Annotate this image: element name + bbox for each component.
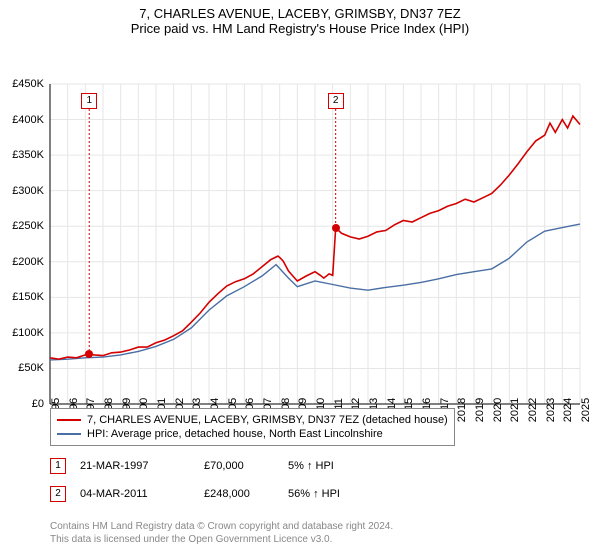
chart-container: 7, CHARLES AVENUE, LACEBY, GRIMSBY, DN37… <box>0 0 600 560</box>
y-tick-label: £300K <box>12 185 44 197</box>
data-point-price: £248,000 <box>204 488 274 500</box>
x-tick-label: 2020 <box>492 398 504 422</box>
y-tick-label: £100K <box>12 327 44 339</box>
data-point-index: 2 <box>50 486 66 502</box>
annotation-marker <box>85 350 93 358</box>
attribution-line-1: Contains HM Land Registry data © Crown c… <box>50 520 393 533</box>
annotation-marker <box>332 224 340 232</box>
data-point-pct: 56% ↑ HPI <box>288 488 368 500</box>
data-point-row: 1 21-MAR-1997 £70,000 5% ↑ HPI <box>50 452 368 480</box>
y-tick-label: £150K <box>12 291 44 303</box>
y-tick-label: £0 <box>32 398 44 410</box>
x-tick-label: 2022 <box>527 398 539 422</box>
legend-swatch <box>57 419 81 421</box>
x-tick-label: 2021 <box>509 398 521 422</box>
legend-swatch <box>57 433 81 435</box>
y-tick-label: £400K <box>12 114 44 126</box>
x-tick-label: 2019 <box>474 398 486 422</box>
chart-titles: 7, CHARLES AVENUE, LACEBY, GRIMSBY, DN37… <box>0 0 600 36</box>
plot-wrap: £0 £50K £100K £150K £200K £250K £300K £350K £400… <box>0 36 600 408</box>
annotation-label: 1 <box>81 93 97 109</box>
x-tick-label: 2018 <box>456 398 468 422</box>
x-tick-label: 2023 <box>545 398 557 422</box>
title-sub: Price paid vs. HM Land Registry's House … <box>0 21 600 36</box>
attribution-text: Contains HM Land Registry data © Crown c… <box>50 520 393 546</box>
data-point-date: 21-MAR-1997 <box>80 460 190 472</box>
y-tick-label: £450K <box>12 78 44 90</box>
data-point-price: £70,000 <box>204 460 274 472</box>
y-tick-label: £350K <box>12 149 44 161</box>
x-tick-label: 2025 <box>580 398 592 422</box>
y-tick-label: £250K <box>12 220 44 232</box>
data-point-row: 2 04-MAR-2011 £248,000 56% ↑ HPI <box>50 480 368 508</box>
annotation-label: 2 <box>328 93 344 109</box>
data-point-date: 04-MAR-2011 <box>80 488 190 500</box>
attribution-line-2: This data is licensed under the Open Gov… <box>50 533 393 546</box>
data-point-index: 1 <box>50 458 66 474</box>
x-tick-label: 2024 <box>562 398 574 422</box>
legend-label: 7, CHARLES AVENUE, LACEBY, GRIMSBY, DN37… <box>87 414 448 426</box>
title-main: 7, CHARLES AVENUE, LACEBY, GRIMSBY, DN37… <box>0 6 600 21</box>
data-point-table: 1 21-MAR-1997 £70,000 5% ↑ HPI 2 04-MAR-2011 £… <box>50 452 368 508</box>
legend-item: HPI: Average price, detached house, Nort… <box>57 427 448 441</box>
data-point-pct: 5% ↑ HPI <box>288 460 368 472</box>
y-tick-label: £200K <box>12 256 44 268</box>
legend-label: HPI: Average price, detached house, Nort… <box>87 428 383 440</box>
y-tick-label: £50K <box>18 362 44 374</box>
legend-item: 7, CHARLES AVENUE, LACEBY, GRIMSBY, DN37… <box>57 413 448 427</box>
legend: 7, CHARLES AVENUE, LACEBY, GRIMSBY, DN37… <box>50 408 455 446</box>
